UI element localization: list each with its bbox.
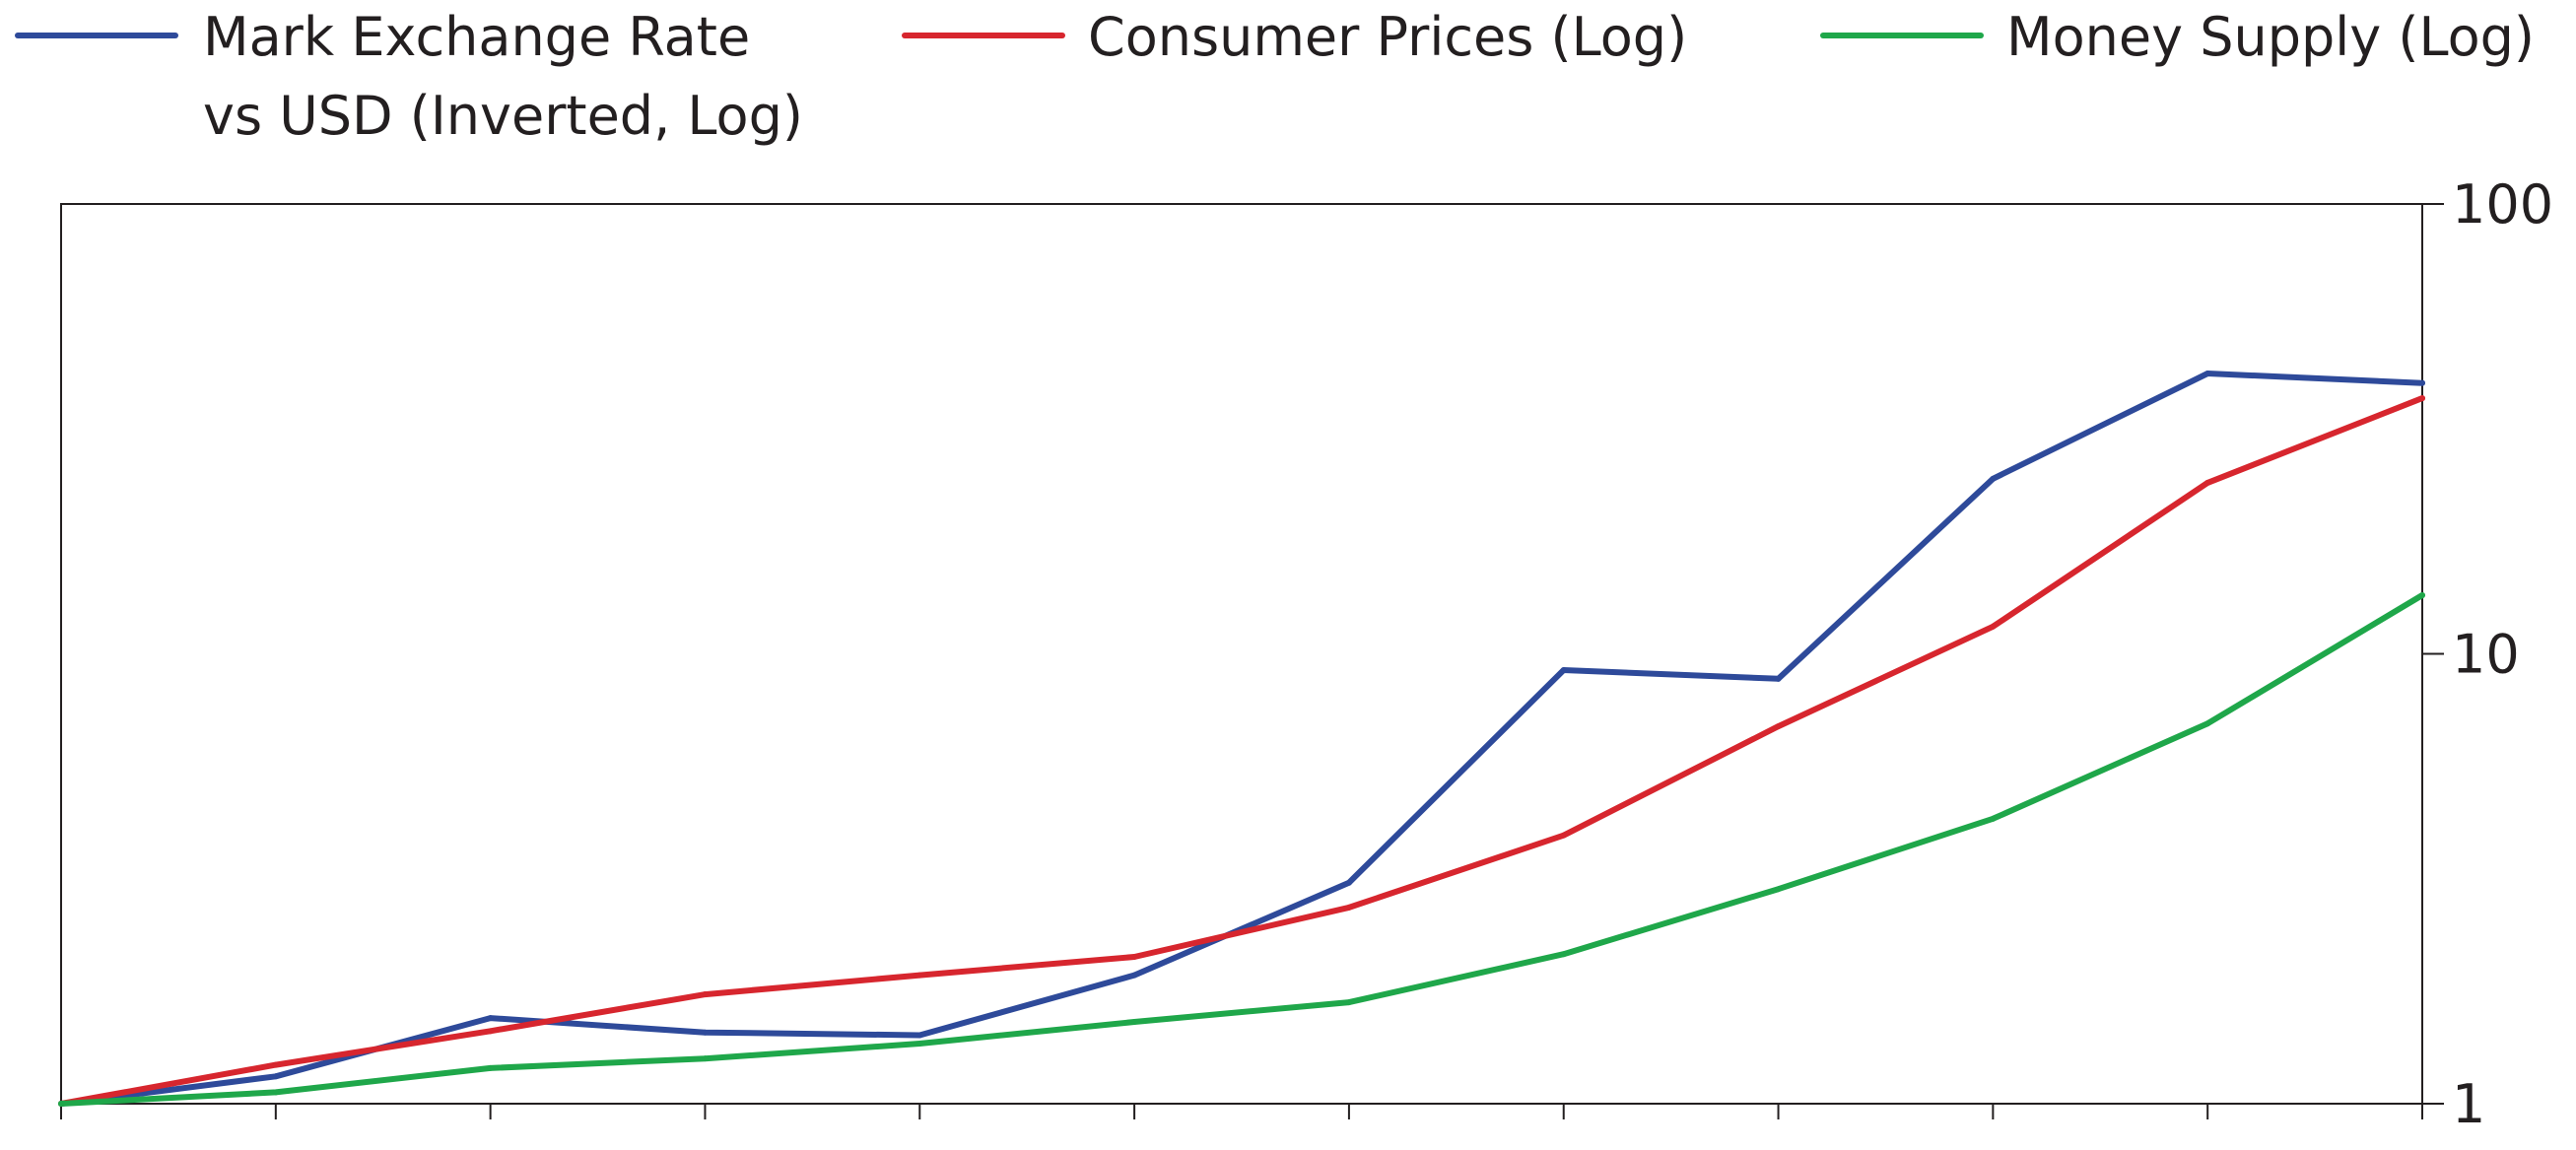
- data-point: [1560, 667, 1567, 674]
- data-point: [2419, 379, 2425, 386]
- legend-label: Money Supply (Log): [2006, 6, 2535, 68]
- data-point: [2204, 720, 2211, 727]
- series-line-0: [58, 371, 2425, 1107]
- data-point: [272, 1073, 279, 1080]
- chart-legend: Mark Exchange Rate vs USD (Inverted, Log)…: [15, 6, 2535, 147]
- data-point: [1775, 723, 1782, 730]
- data-point: [702, 1029, 709, 1036]
- y-tick-label: 1: [2452, 1073, 2485, 1135]
- data-point: [916, 972, 923, 979]
- series-line-2: [58, 592, 2425, 1107]
- legend-label: Mark Exchange Rate: [203, 6, 750, 68]
- data-point: [272, 1061, 279, 1068]
- y-axis-ticks: 1 10 100: [2422, 173, 2553, 1135]
- x-axis-ticks: [60, 1104, 2423, 1119]
- legend-label: Consumer Prices (Log): [1088, 6, 1687, 68]
- series-lines: [58, 370, 2425, 1107]
- data-point: [1345, 904, 1352, 911]
- data-point: [1560, 832, 1567, 839]
- data-point: [1345, 999, 1352, 1006]
- plot-area-frame: [60, 203, 2423, 1105]
- data-point: [1990, 623, 1997, 630]
- y-tick-label: 100: [2452, 173, 2553, 236]
- data-point: [1775, 886, 1782, 893]
- data-point: [1131, 954, 1138, 961]
- data-point: [2204, 479, 2211, 486]
- data-point: [2419, 592, 2425, 599]
- data-point: [1990, 815, 1997, 822]
- data-point: [272, 1089, 279, 1096]
- data-point: [916, 1041, 923, 1048]
- data-point: [1131, 1018, 1138, 1025]
- series-line-1: [58, 395, 2425, 1107]
- data-point: [1775, 675, 1782, 682]
- data-point: [487, 1015, 494, 1022]
- data-point: [1990, 475, 1997, 482]
- data-point: [2204, 370, 2211, 376]
- data-point: [58, 1101, 64, 1107]
- data-point: [702, 1055, 709, 1062]
- data-point: [916, 1032, 923, 1039]
- y-tick-label: 10: [2452, 624, 2520, 686]
- data-point: [1560, 951, 1567, 958]
- data-point: [487, 1028, 494, 1035]
- data-point: [487, 1064, 494, 1071]
- data-point: [1345, 879, 1352, 886]
- data-point: [1131, 972, 1138, 979]
- data-point: [2419, 395, 2425, 402]
- legend-label: vs USD (Inverted, Log): [203, 85, 803, 147]
- data-point: [702, 991, 709, 998]
